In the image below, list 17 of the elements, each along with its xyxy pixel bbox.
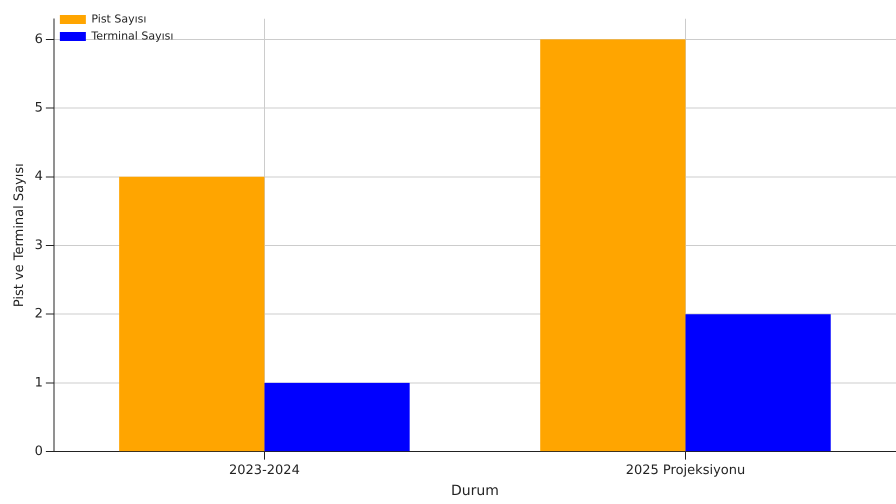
bar — [685, 314, 831, 452]
x-axis-title: Durum — [450, 483, 499, 500]
y-tick-label: 4 — [34, 169, 43, 184]
y-tick-label: 3 — [34, 238, 43, 253]
y-tick-label: 5 — [34, 100, 43, 116]
y-tick-label: 6 — [34, 32, 43, 47]
y-tick-label: 0 — [34, 444, 43, 459]
legend-label: Terminal Sayısı — [90, 29, 174, 42]
y-tick-label: 2 — [34, 306, 43, 322]
y-tick-label: 1 — [34, 375, 43, 390]
legend-label: Pist Sayısı — [91, 12, 146, 26]
x-tick-label: 2023-2024 — [228, 462, 300, 478]
bar — [264, 382, 410, 452]
y-axis-title: Pist ve Terminal Sayısı — [12, 163, 28, 308]
bar — [119, 176, 264, 452]
x-tick-label: 2025 Projeksiyonu — [626, 462, 746, 478]
bar — [540, 39, 686, 452]
